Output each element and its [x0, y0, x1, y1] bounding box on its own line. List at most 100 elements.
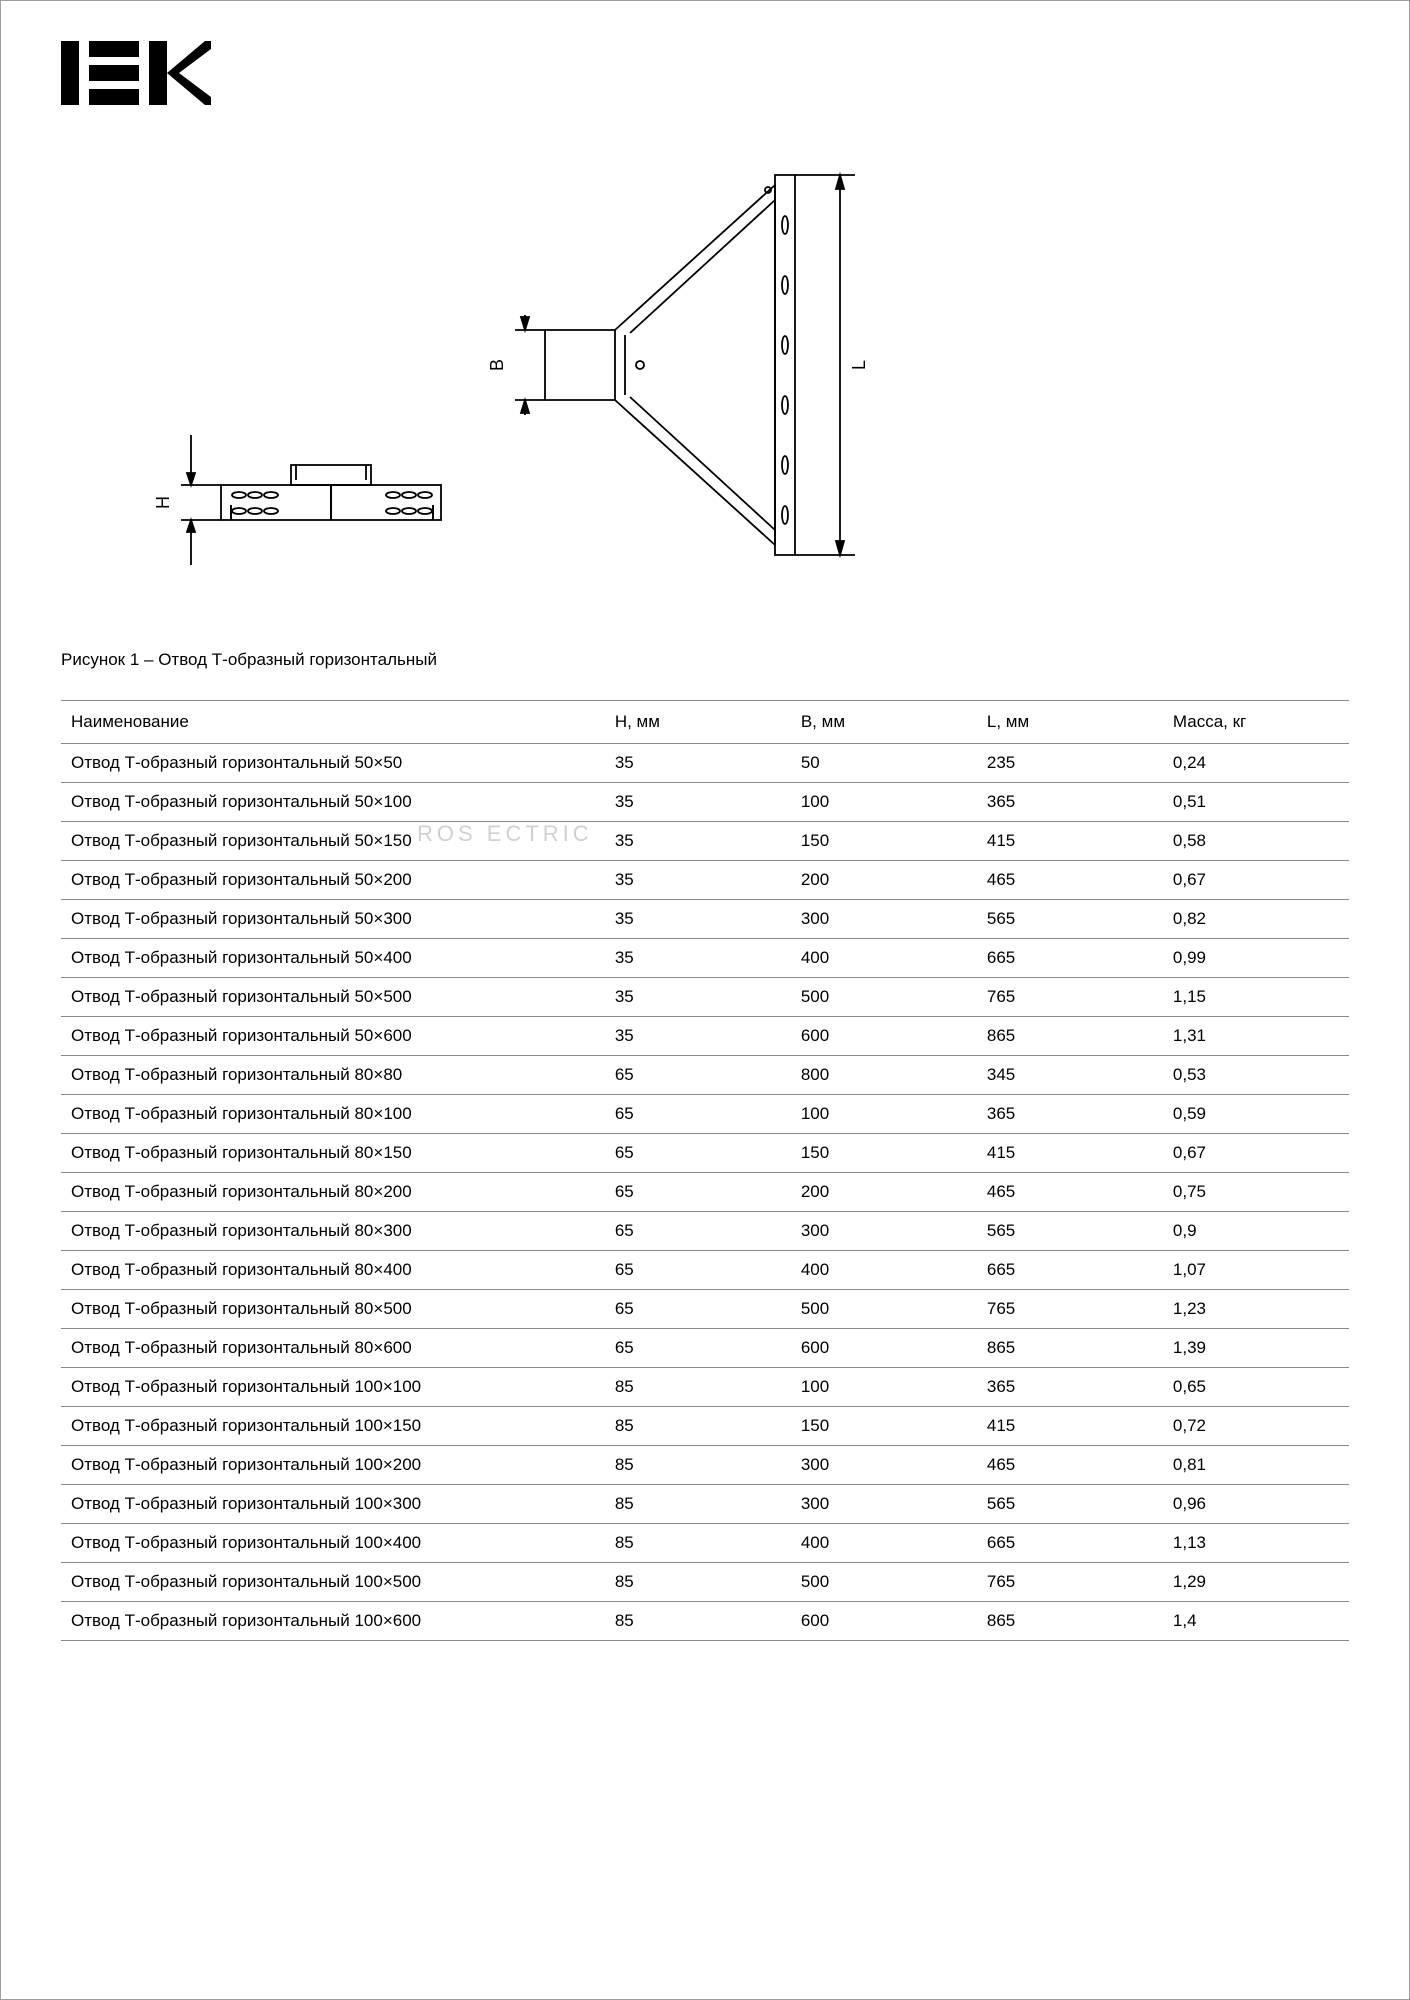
table-cell: Отвод Т-образный горизонтальный 80×300 [61, 1212, 605, 1251]
table-cell: 415 [977, 822, 1163, 861]
table-cell: Отвод Т-образный горизонтальный 100×400 [61, 1524, 605, 1563]
table-cell: Отвод Т-образный горизонтальный 50×500 [61, 978, 605, 1017]
table-cell: Отвод Т-образный горизонтальный 50×150 [61, 822, 605, 861]
table-row: Отвод Т-образный горизонтальный 50×15035… [61, 822, 1349, 861]
table-row: Отвод Т-образный горизонтальный 100×1508… [61, 1407, 1349, 1446]
table-cell: 35 [605, 900, 791, 939]
table-row: Отвод Т-образный горизонтальный 50×30035… [61, 900, 1349, 939]
page: H [0, 0, 1410, 2000]
table-cell: Отвод Т-образный горизонтальный 80×150 [61, 1134, 605, 1173]
table-cell: Отвод Т-образный горизонтальный 50×600 [61, 1017, 605, 1056]
table-row: Отвод Т-образный горизонтальный 100×4008… [61, 1524, 1349, 1563]
table-cell: 345 [977, 1056, 1163, 1095]
table-row: Отвод Т-образный горизонтальный 80×50065… [61, 1290, 1349, 1329]
table-cell: 85 [605, 1602, 791, 1641]
table-row: Отвод Т-образный горизонтальный 50×50035… [61, 978, 1349, 1017]
table-header-row: Наименование H, мм B, мм L, мм Масса, кг [61, 701, 1349, 744]
table-cell: Отвод Т-образный горизонтальный 50×50 [61, 744, 605, 783]
table-cell: 465 [977, 1446, 1163, 1485]
table-cell: 100 [791, 1368, 977, 1407]
table-cell: Отвод Т-образный горизонтальный 100×100 [61, 1368, 605, 1407]
table-cell: Отвод Т-образный горизонтальный 50×400 [61, 939, 605, 978]
table-cell: 400 [791, 939, 977, 978]
table-row: Отвод Т-образный горизонтальный 80×15065… [61, 1134, 1349, 1173]
table-cell: 0,99 [1163, 939, 1349, 978]
table-cell: 150 [791, 822, 977, 861]
table-cell: 500 [791, 1563, 977, 1602]
table-row: Отвод Т-образный горизонтальный 50×50355… [61, 744, 1349, 783]
table-cell: 0,82 [1163, 900, 1349, 939]
table-cell: 0,67 [1163, 1134, 1349, 1173]
col-header-name: Наименование [61, 701, 605, 744]
table-row: Отвод Т-образный горизонтальный 100×2008… [61, 1446, 1349, 1485]
table-row: Отвод Т-образный горизонтальный 50×10035… [61, 783, 1349, 822]
table-row: Отвод Т-образный горизонтальный 80×20065… [61, 1173, 1349, 1212]
table-cell: 765 [977, 1563, 1163, 1602]
table-cell: 865 [977, 1017, 1163, 1056]
table-row: Отвод Т-образный горизонтальный 50×20035… [61, 861, 1349, 900]
table-cell: 1,23 [1163, 1290, 1349, 1329]
table-row: Отвод Т-образный горизонтальный 100×5008… [61, 1563, 1349, 1602]
table-cell: 600 [791, 1329, 977, 1368]
table-cell: 50 [791, 744, 977, 783]
table-cell: 1,13 [1163, 1524, 1349, 1563]
table-cell: 85 [605, 1368, 791, 1407]
table-cell: Отвод Т-образный горизонтальный 80×200 [61, 1173, 605, 1212]
technical-diagrams: H [141, 155, 1349, 610]
diagram-plan-icon: L B [475, 155, 895, 575]
table-cell: 85 [605, 1563, 791, 1602]
col-header-mass: Масса, кг [1163, 701, 1349, 744]
table-cell: Отвод Т-образный горизонтальный 100×500 [61, 1563, 605, 1602]
table-cell: 65 [605, 1290, 791, 1329]
table-row: Отвод Т-образный горизонтальный 80×10065… [61, 1095, 1349, 1134]
table-cell: 35 [605, 861, 791, 900]
col-header-b: B, мм [791, 701, 977, 744]
table-cell: Отвод Т-образный горизонтальный 80×80 [61, 1056, 605, 1095]
table-cell: Отвод Т-образный горизонтальный 100×150 [61, 1407, 605, 1446]
table-cell: 0,24 [1163, 744, 1349, 783]
table-cell: 65 [605, 1329, 791, 1368]
table-cell: 1,39 [1163, 1329, 1349, 1368]
table-cell: 365 [977, 1095, 1163, 1134]
table-cell: 600 [791, 1602, 977, 1641]
table-cell: 35 [605, 822, 791, 861]
table-cell: 85 [605, 1485, 791, 1524]
table-cell: 365 [977, 783, 1163, 822]
table-cell: 65 [605, 1095, 791, 1134]
table-cell: 765 [977, 978, 1163, 1017]
table-cell: 665 [977, 1524, 1163, 1563]
table-cell: 1,07 [1163, 1251, 1349, 1290]
table-cell: 1,31 [1163, 1017, 1349, 1056]
table-cell: 565 [977, 1485, 1163, 1524]
table-cell: 1,4 [1163, 1602, 1349, 1641]
diagram-elevation-icon: H [141, 425, 471, 575]
table-cell: 0,75 [1163, 1173, 1349, 1212]
table-cell: 100 [791, 783, 977, 822]
table-cell: 365 [977, 1368, 1163, 1407]
table-cell: Отвод Т-образный горизонтальный 80×500 [61, 1290, 605, 1329]
dim-label-b: B [487, 359, 507, 371]
dim-label-l: L [849, 360, 869, 370]
table-cell: 400 [791, 1251, 977, 1290]
table-cell: 0,59 [1163, 1095, 1349, 1134]
table-cell: 465 [977, 861, 1163, 900]
dim-label-h: H [153, 496, 173, 509]
table-cell: Отвод Т-образный горизонтальный 100×300 [61, 1485, 605, 1524]
table-cell: 0,67 [1163, 861, 1349, 900]
table-cell: 65 [605, 1212, 791, 1251]
table-cell: 500 [791, 1290, 977, 1329]
table-cell: 200 [791, 1173, 977, 1212]
table-cell: 0,72 [1163, 1407, 1349, 1446]
table-cell: 0,96 [1163, 1485, 1349, 1524]
table-row: Отвод Т-образный горизонтальный 80×30065… [61, 1212, 1349, 1251]
table-cell: 0,53 [1163, 1056, 1349, 1095]
logo [61, 41, 1349, 105]
table-cell: 565 [977, 1212, 1163, 1251]
table-cell: Отвод Т-образный горизонтальный 50×200 [61, 861, 605, 900]
table-cell: 35 [605, 744, 791, 783]
col-header-l: L, мм [977, 701, 1163, 744]
table-row: Отвод Т-образный горизонтальный 80×60065… [61, 1329, 1349, 1368]
table-cell: 150 [791, 1134, 977, 1173]
spec-table: Наименование H, мм B, мм L, мм Масса, кг… [61, 700, 1349, 1641]
table-cell: 35 [605, 783, 791, 822]
